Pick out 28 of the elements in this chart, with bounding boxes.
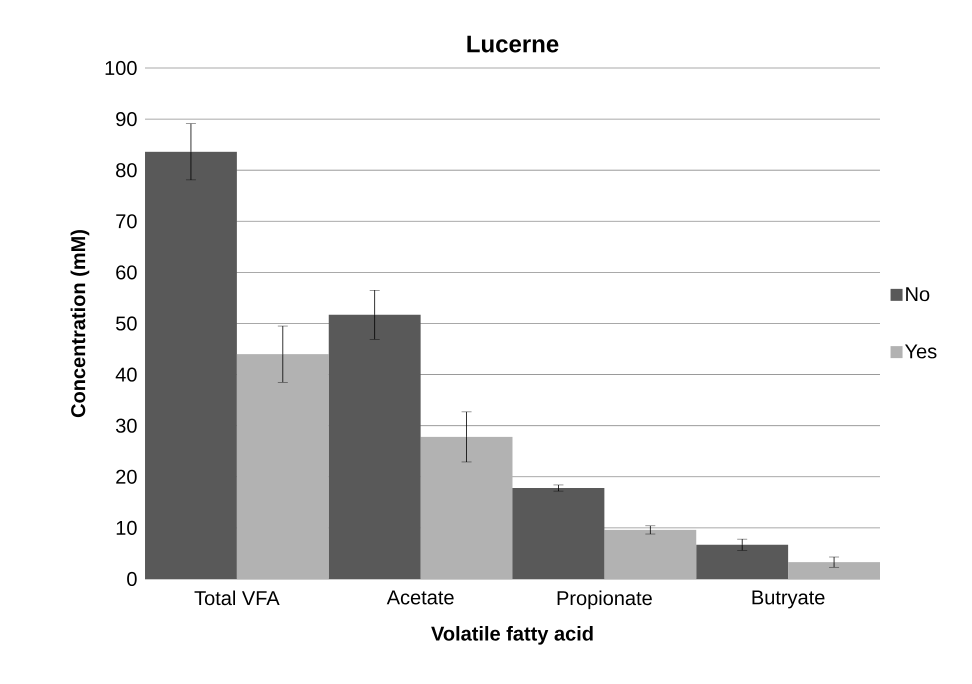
- x-tick-label: Butryate: [752, 590, 824, 608]
- y-tick-label: 40: [116, 368, 137, 382]
- bar: [236, 354, 329, 579]
- x-tick-label: Total VFA: [194, 590, 280, 606]
- y-tick-label: 0: [127, 572, 137, 586]
- bar: [420, 436, 513, 579]
- y-tick-label: 10: [116, 520, 137, 535]
- bar: [788, 562, 880, 579]
- x-tick-label: Propionate: [558, 590, 652, 610]
- y-axis-title: Concentration (mM): [70, 230, 90, 418]
- legend-label: Yes: [904, 344, 936, 358]
- bar: [328, 314, 421, 579]
- bar: [145, 152, 237, 579]
- legend-label: No: [906, 287, 930, 302]
- y-tick-label: 80: [116, 163, 137, 178]
- y-tick-label: 50: [116, 316, 137, 331]
- y-tick-label: 30: [116, 418, 137, 433]
- x-axis-title: Volatile fatty acid: [431, 626, 593, 645]
- chart-title: Lucerne: [467, 36, 558, 52]
- bar: [512, 488, 604, 579]
- y-tick-label: 20: [116, 470, 137, 484]
- bar: [604, 530, 696, 579]
- x-tick-label: Acetate: [386, 590, 454, 604]
- y-tick-label: 100: [106, 60, 137, 76]
- y-tick-label: 60: [116, 265, 137, 280]
- y-tick-label: 70: [116, 214, 137, 228]
- bar: [696, 544, 788, 579]
- y-tick-label: 90: [116, 112, 137, 126]
